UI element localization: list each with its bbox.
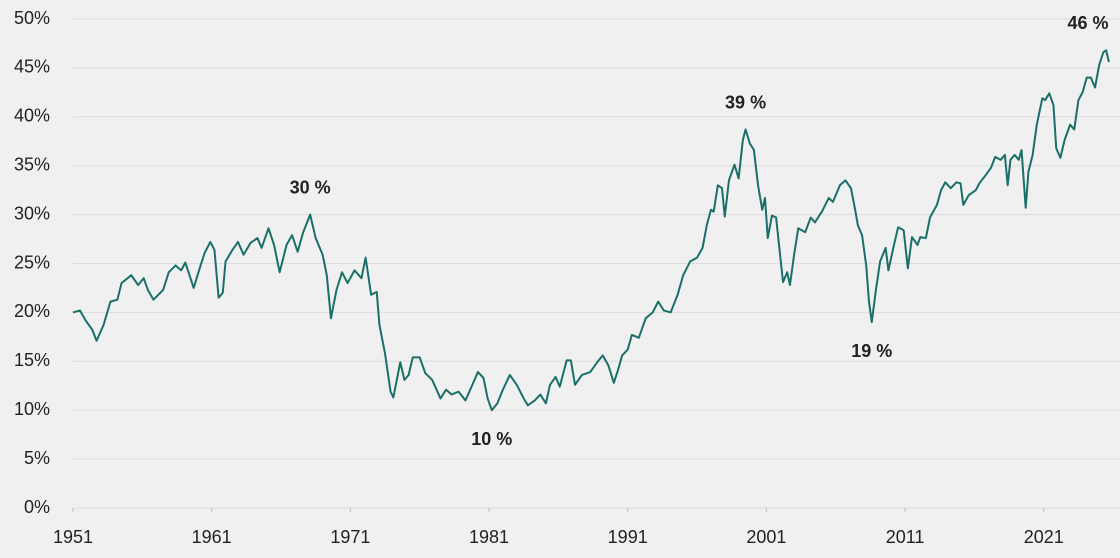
y-tick-label: 35% <box>14 154 50 174</box>
y-tick-label: 10% <box>14 399 50 419</box>
line-series <box>72 49 1110 412</box>
y-tick-label: 40% <box>14 106 50 126</box>
y-tick-label: 45% <box>14 57 50 77</box>
x-tick-label: 1951 <box>53 527 93 547</box>
annotation: 10 % <box>471 429 512 449</box>
x-tick-label: 1961 <box>192 527 232 547</box>
annotation: 30 % <box>290 177 331 197</box>
x-tick-label: 2001 <box>746 527 786 547</box>
y-tick-label: 25% <box>14 252 50 272</box>
x-tick-label: 2021 <box>1024 527 1064 547</box>
x-tick-label: 2011 <box>886 527 925 547</box>
x-tick-label: 1981 <box>469 527 509 547</box>
y-tick-label: 0% <box>24 497 50 517</box>
x-tick-label: 1991 <box>608 527 648 547</box>
y-tick-label: 20% <box>14 301 50 321</box>
y-tick-label: 50% <box>14 8 50 28</box>
annotation: 46 % <box>1067 13 1108 33</box>
y-tick-label: 5% <box>24 448 50 468</box>
x-tick-label: 1971 <box>330 527 370 547</box>
annotation: 39 % <box>725 92 766 112</box>
y-tick-label: 15% <box>14 350 50 370</box>
annotation: 19 % <box>851 341 892 361</box>
y-tick-label: 30% <box>14 203 50 223</box>
